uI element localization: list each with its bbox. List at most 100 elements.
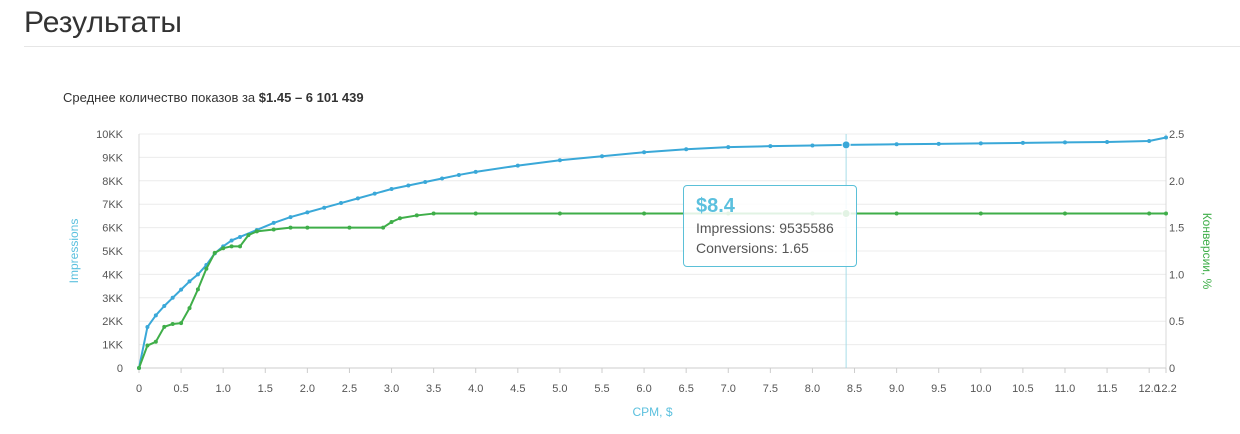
y-right-tick-label: 0.5 bbox=[1169, 316, 1184, 328]
conversions-point bbox=[389, 219, 394, 224]
impressions-point bbox=[145, 325, 150, 330]
y-left-tick-label: 7KK bbox=[102, 199, 123, 211]
chart-tooltip: $8.4 Impressions: 9535586 Conversions: 1… bbox=[683, 185, 857, 267]
x-axis-title: CPM, $ bbox=[632, 405, 672, 419]
y-left-axis-title: Impressions bbox=[67, 219, 81, 284]
conversions-point bbox=[254, 229, 259, 234]
impressions-point bbox=[153, 313, 158, 318]
impressions-point bbox=[423, 179, 428, 184]
x-tick-label: 1.5 bbox=[258, 383, 273, 395]
impressions-point bbox=[1105, 139, 1110, 144]
x-tick-label: 11.0 bbox=[1055, 383, 1076, 395]
y-right-tick-label: 2.5 bbox=[1169, 129, 1184, 141]
impressions-point bbox=[473, 169, 478, 174]
impressions-point bbox=[305, 210, 310, 215]
y-left-tick-label: 5KK bbox=[102, 246, 123, 258]
conversions-point bbox=[1147, 211, 1152, 216]
impressions-point bbox=[440, 176, 445, 181]
impressions-point bbox=[389, 186, 394, 191]
y-left-tick-label: 9KK bbox=[102, 152, 123, 164]
conversions-point bbox=[305, 225, 310, 230]
x-tick-label: 8.5 bbox=[847, 383, 862, 395]
impressions-point bbox=[162, 303, 167, 308]
tooltip-conversions: Conversions: 1.65 bbox=[696, 240, 809, 256]
subtitle-value: $1.45 – 6 101 439 bbox=[258, 90, 364, 105]
x-tick-label: 4.0 bbox=[468, 383, 483, 395]
impressions-point bbox=[1062, 140, 1067, 145]
conversions-point bbox=[347, 225, 352, 230]
y-left-tick-label: 10KK bbox=[96, 129, 124, 141]
conversions-point bbox=[894, 211, 899, 216]
x-tick-label: 0 bbox=[136, 383, 142, 395]
impressions-point bbox=[936, 141, 941, 146]
y-left-tick-label: 3KK bbox=[102, 293, 123, 305]
conversions-point bbox=[414, 213, 419, 218]
impressions-point bbox=[288, 215, 293, 220]
y-right-tick-label: 1.0 bbox=[1169, 269, 1184, 281]
x-tick-label: 12.2 bbox=[1155, 383, 1176, 395]
conversions-point bbox=[271, 227, 276, 232]
x-tick-label: 8.0 bbox=[805, 383, 820, 395]
x-tick-label: 10.5 bbox=[1012, 383, 1033, 395]
impressions-point bbox=[894, 142, 899, 147]
conversions-point bbox=[473, 211, 478, 216]
conversions-point bbox=[221, 246, 226, 251]
conversions-point bbox=[1164, 211, 1168, 216]
conversions-point bbox=[145, 343, 150, 348]
conversions-point bbox=[204, 266, 209, 271]
impressions-point bbox=[456, 172, 461, 177]
conversions-point bbox=[246, 233, 251, 238]
conversions-point bbox=[162, 324, 167, 329]
conversions-point bbox=[431, 211, 436, 216]
conversions-point bbox=[978, 211, 983, 216]
x-tick-label: 9.5 bbox=[931, 383, 946, 395]
x-tick-label: 0.5 bbox=[173, 383, 188, 395]
conversions-point bbox=[195, 287, 200, 292]
impressions-point bbox=[195, 272, 200, 277]
y-left-tick-label: 8KK bbox=[102, 176, 123, 188]
impressions-point bbox=[684, 147, 689, 152]
x-tick-label: 6.0 bbox=[636, 383, 651, 395]
x-tick-label: 6.5 bbox=[679, 383, 694, 395]
page-title: Результаты bbox=[24, 6, 182, 39]
conversions-point bbox=[212, 250, 217, 255]
impressions-point bbox=[978, 141, 983, 146]
impressions-point bbox=[271, 220, 276, 225]
conversions-point bbox=[229, 244, 234, 249]
title-divider bbox=[24, 46, 1240, 47]
impressions-point bbox=[372, 191, 377, 196]
impressions-point bbox=[768, 144, 773, 149]
x-tick-label: 9.0 bbox=[889, 383, 904, 395]
impressions-point bbox=[810, 143, 815, 148]
impressions-point bbox=[229, 238, 234, 243]
y-right-tick-label: 1.5 bbox=[1169, 223, 1184, 235]
impressions-conversions-chart[interactable]: 0 1KK 2KK 3KK 4KK 5KK 6KK 7KK 8KK 9KK 10KK 0 0.5 1.0 1… bbox=[0, 120, 1240, 434]
impressions-point bbox=[557, 158, 562, 163]
x-tick-label: 1.0 bbox=[216, 383, 231, 395]
x-tick-label: 3.5 bbox=[426, 383, 441, 395]
impressions-point bbox=[170, 295, 175, 300]
y-left-tick-label: 6KK bbox=[102, 223, 123, 235]
conversions-point bbox=[137, 366, 141, 370]
impressions-point bbox=[642, 150, 647, 155]
tooltip-impressions: Impressions: 9535586 bbox=[696, 220, 834, 236]
impressions-point bbox=[406, 183, 411, 188]
x-tick-label: 12.0 bbox=[1138, 383, 1159, 395]
x-tick-label: 5.0 bbox=[552, 383, 567, 395]
conversions-point bbox=[187, 306, 192, 311]
impressions-point bbox=[355, 196, 360, 201]
impressions-point bbox=[179, 287, 184, 292]
impressions-point bbox=[187, 279, 192, 284]
conversions-point bbox=[288, 225, 293, 230]
conversions-point bbox=[179, 321, 184, 326]
x-tick-label: 3.0 bbox=[384, 383, 399, 395]
impressions-point bbox=[515, 163, 520, 168]
conversions-point bbox=[397, 216, 402, 221]
y-left-tick-label: 0 bbox=[117, 363, 123, 375]
x-tick-label: 5.5 bbox=[594, 383, 609, 395]
chart-subtitle: Среднее количество показов за $1.45 – 6 … bbox=[63, 90, 364, 105]
conversions-point bbox=[642, 211, 647, 216]
y-right-tick-label: 0 bbox=[1169, 363, 1175, 375]
tooltip-title: $8.4 bbox=[696, 195, 735, 217]
conversions-point bbox=[170, 322, 175, 327]
